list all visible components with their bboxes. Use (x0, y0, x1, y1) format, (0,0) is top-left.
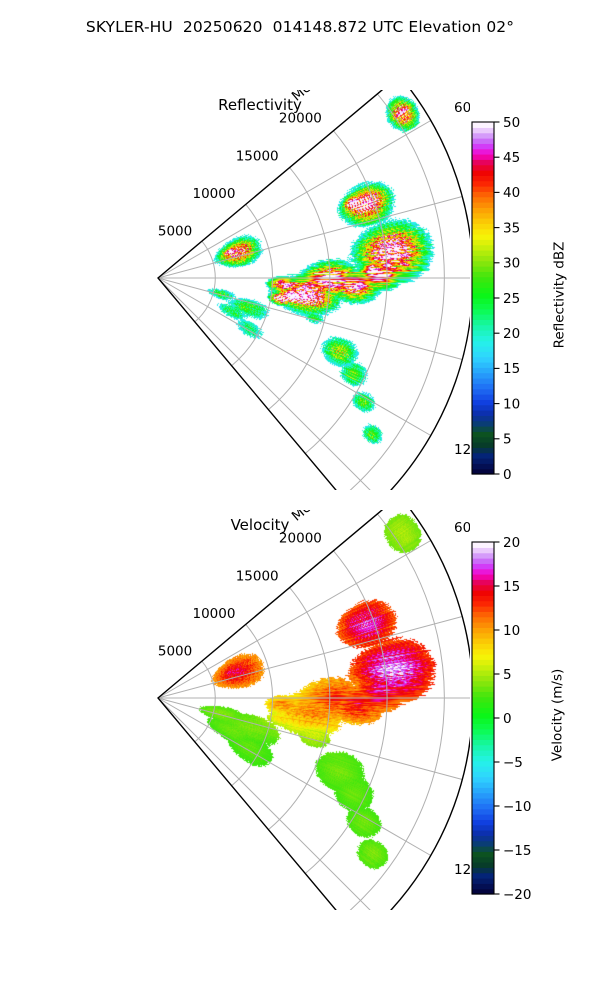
colorbar-tick-label: 30 (503, 256, 520, 272)
azimuth-tick-label: 120° (454, 442, 470, 458)
panel-velocity: Velocity 60°75°90°105°120°135°5000100001… (0, 510, 600, 910)
azimuth-tick-label: 120° (454, 862, 470, 878)
colorbar-tick-label: 20 (503, 535, 520, 551)
colorbar-gradient-velocity: −20 −15 −10 −5 0 5 10 15 20 (471, 535, 532, 902)
azimuth-tick-label: 60° (454, 520, 470, 536)
colorbar-reflectivity[interactable]: 0 5 10 15 20 25 30 35 40 45 50 Reflectivity dBZ (468, 112, 598, 482)
azimuth-tick-label: 60° (454, 100, 470, 116)
colorbar-label-reflectivity: Reflectivity dBZ (551, 241, 568, 349)
colorbar-tick-label: 25 (503, 291, 520, 307)
colorbar-tick-label: 50 (503, 115, 520, 131)
sector-outline (157, 510, 470, 910)
range-ring-label: 15000 (236, 568, 279, 584)
range-ring-label: 20000 (279, 111, 322, 127)
colorbar-tick-label: 5 (503, 432, 512, 448)
colorbar-tick-label: −15 (503, 843, 532, 859)
colorbar-tick-label: 10 (503, 396, 520, 412)
sector-outline (157, 90, 470, 490)
figure-suptitle: SKYLER-HU 20250620 014148.872 UTC Elevat… (85, 18, 515, 36)
colorbar-tick-label: 0 (503, 711, 512, 727)
colorbar-tick-label: −10 (503, 799, 532, 815)
range-ring-label: 5000 (158, 223, 192, 239)
colorbar-tick-label: 20 (503, 326, 520, 342)
radar-echo-field (0, 90, 470, 490)
polar-grid (157, 93, 470, 490)
colorbar-tick-label: 10 (503, 623, 520, 639)
colorbar-tick-label: 15 (503, 579, 520, 595)
colorbar-velocity[interactable]: −20 −15 −10 −5 0 5 10 15 20 Velocity (m/s) (468, 532, 598, 902)
sector-plot-reflectivity[interactable]: 60°75°90°105°120°135°5000100001500020000… (0, 90, 470, 490)
colorbar-tick-label: 35 (503, 220, 520, 236)
colorbar-tick-label: 5 (503, 667, 512, 683)
radar-echo-field (0, 510, 470, 910)
colorbar-tick-label: 0 (503, 467, 512, 482)
colorbar-label-velocity: Velocity (m/s) (549, 668, 566, 762)
range-ring-label: 10000 (192, 606, 235, 622)
colorbar-tick-label: 40 (503, 185, 520, 201)
colorbar-tick-label: −20 (503, 887, 532, 902)
range-ring-label: 10000 (192, 186, 235, 202)
colorbar-tick-label: −5 (503, 755, 523, 771)
panel-reflectivity: Reflectivity 60°75°90°105°120°135°500010… (0, 90, 600, 490)
colorbar-tick-label: 45 (503, 150, 520, 166)
polar-grid (157, 513, 470, 910)
colorbar-tick-label: 15 (503, 361, 520, 377)
range-ring-label: 20000 (279, 531, 322, 547)
sector-plot-velocity[interactable]: 60°75°90°105°120°135°5000100001500020000… (0, 510, 470, 910)
colorbar-gradient-reflectivity: 0 5 10 15 20 25 30 35 40 45 50 (471, 115, 520, 482)
range-ring-label: 15000 (236, 148, 279, 164)
range-ring-label: 5000 (158, 643, 192, 659)
